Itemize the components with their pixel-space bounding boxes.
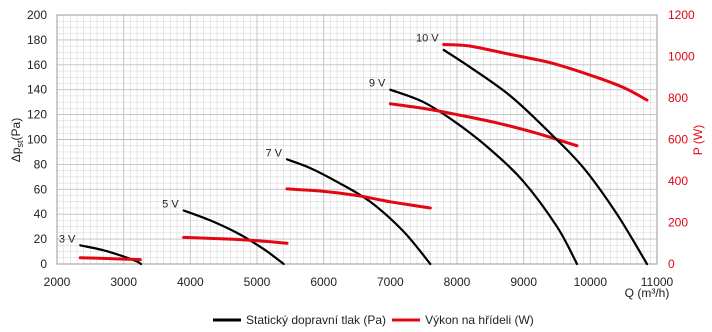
power-line-9v: [388, 102, 579, 148]
legend-label: Výkon na hřídeli (W): [425, 313, 534, 327]
pressure-line-5v: [182, 209, 285, 266]
y-left-axis-subscript: st: [15, 140, 25, 148]
legend: Statický dopravní tlak (Pa) Výkon na hříd…: [213, 313, 534, 327]
x-tick-label: 6000: [310, 275, 337, 289]
curve-labels: 3 V 5 V 7 V 9 V 10 V: [59, 32, 439, 245]
y-left-tick-label: 40: [34, 207, 48, 221]
y-right-tick-label: 600: [668, 133, 688, 147]
legend-label: Statický dopravní tlak (Pa): [246, 313, 386, 327]
x-tick-label: 5000: [244, 275, 271, 289]
x-tick-label: 2000: [44, 275, 71, 289]
y-left-axis-symbol: Δp: [9, 147, 23, 162]
plot-frame: [56, 14, 658, 265]
y-right-axis-ticks: 0 200 400 600 800 1000 1200: [668, 8, 695, 271]
pressure-line-10v: [442, 48, 649, 266]
y-left-tick-label: 200: [27, 8, 47, 22]
series-group: [78, 43, 649, 266]
curve-label-10v: 10 V: [416, 32, 439, 44]
x-axis-label: Q (m³/h): [625, 286, 670, 300]
y-left-tick-label: 100: [27, 133, 47, 147]
power-line-7v: [285, 187, 432, 210]
pressure-line-3v: [79, 244, 143, 266]
curve-label-5v: 5 V: [162, 198, 179, 210]
y-left-axis-unit: (Pa): [9, 118, 23, 141]
power-line-5v: [182, 235, 289, 245]
y-left-tick-label: 60: [34, 182, 48, 196]
x-tick-label: 11000: [641, 275, 674, 289]
x-tick-label: 10000: [574, 275, 608, 289]
power-line-3v: [78, 256, 142, 262]
y-right-tick-label: 1200: [668, 8, 695, 22]
y-right-axis-label: P (W): [691, 125, 705, 155]
y-right-tick-label: 400: [668, 174, 688, 188]
curve-label-7v: 7 V: [265, 147, 282, 159]
y-left-axis-label: Δpst(Pa): [9, 118, 25, 162]
x-axis-ticks: 2000 3000 4000 5000 6000 7000 8000 9000 10000 110…: [44, 275, 674, 289]
y-right-tick-label: 1000: [668, 50, 695, 64]
y-right-tick-label: 0: [668, 257, 675, 271]
x-tick-label: 7000: [377, 275, 404, 289]
y-left-tick-label: 80: [34, 157, 48, 171]
y-left-tick-label: 180: [27, 33, 47, 47]
y-right-tick-label: 200: [668, 216, 688, 230]
y-left-tick-label: 140: [27, 83, 47, 97]
y-left-tick-label: 120: [27, 108, 47, 122]
y-right-tick-label: 800: [668, 91, 688, 105]
x-tick-label: 9000: [510, 275, 537, 289]
x-tick-label: 3000: [110, 275, 137, 289]
x-tick-label: 8000: [444, 275, 471, 289]
curve-label-9v: 9 V: [369, 78, 386, 90]
y-left-tick-label: 20: [34, 232, 48, 246]
pressure-line-7v: [285, 158, 432, 266]
pressure-line-9v: [389, 88, 579, 266]
y-left-axis-ticks: 0 20 40 60 80 100 120 140 160 180 200: [27, 8, 47, 271]
y-left-tick-label: 160: [27, 58, 47, 72]
power-line-10v: [442, 43, 649, 102]
curve-label-3v: 3 V: [59, 233, 76, 245]
x-tick-label: 4000: [177, 275, 204, 289]
y-left-tick-label: 0: [40, 257, 47, 271]
